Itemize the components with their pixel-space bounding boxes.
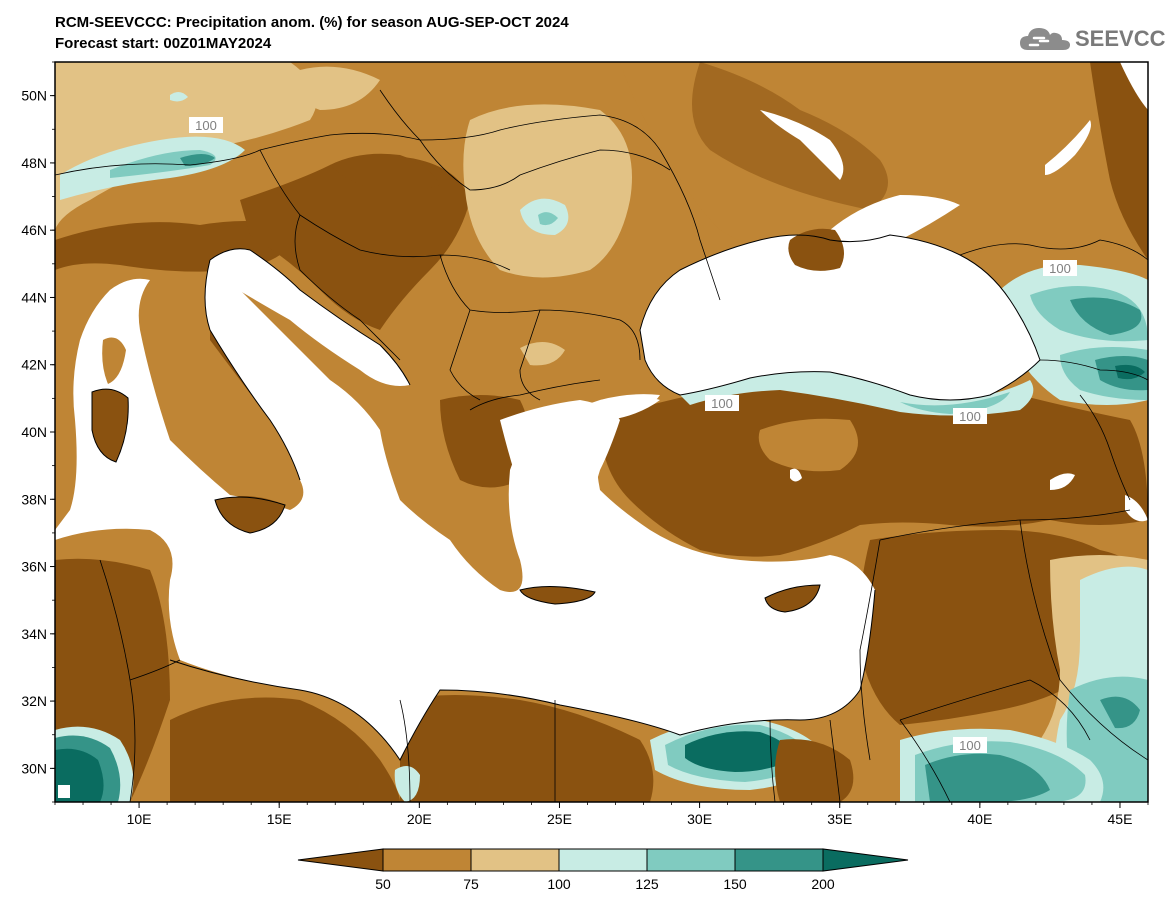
legend-swatch	[382, 848, 472, 872]
contour-label: 100	[711, 396, 733, 411]
longitude-axis: 10E 15E 20E 25E 30E 35E 40E 45E	[54, 802, 1149, 827]
legend-label: 150	[723, 876, 747, 892]
legend-swatch	[470, 848, 560, 872]
lon-label: 40E	[967, 811, 992, 827]
seevccc-logo: SEEVCCC	[1018, 24, 1165, 54]
contour-label: 100	[1049, 261, 1071, 276]
lon-label: 30E	[687, 811, 712, 827]
lat-label: 46N	[21, 222, 47, 238]
contour-label: 100	[959, 738, 981, 753]
legend-swatch	[646, 848, 736, 872]
sea-mask	[55, 62, 1148, 798]
lat-label: 34N	[21, 626, 47, 642]
legend-colorbar: 50 75 100 125 150 200	[297, 848, 909, 892]
contour-label: 100	[195, 118, 217, 133]
lat-label: 38N	[21, 491, 47, 507]
lat-label: 32N	[21, 693, 47, 709]
lon-label: 15E	[267, 811, 292, 827]
lon-label: 25E	[547, 811, 572, 827]
contour-label-box	[953, 737, 987, 753]
legend-swatch	[822, 848, 909, 872]
lon-label: 45E	[1108, 811, 1133, 827]
legend-label: 125	[635, 876, 659, 892]
legend-label: 100	[547, 876, 571, 892]
lon-label: 20E	[407, 811, 432, 827]
legend-label: 200	[811, 876, 835, 892]
contour-label-box	[1043, 260, 1077, 276]
contour-label-box	[189, 117, 223, 133]
legend-label: 75	[463, 876, 479, 892]
lat-label: 44N	[21, 289, 47, 305]
legend-label: 50	[375, 876, 391, 892]
legend-swatch	[558, 848, 648, 872]
lat-label: 48N	[21, 155, 47, 171]
contour-labels: 100 100 100 100 100	[189, 117, 1077, 753]
country-borders	[55, 89, 1148, 802]
legend-swatch	[734, 848, 824, 872]
lon-label: 35E	[827, 811, 852, 827]
coastlines	[91, 234, 1041, 761]
contour-label: 100	[959, 409, 981, 424]
lat-label: 50N	[21, 88, 47, 104]
lon-label: 10E	[127, 811, 152, 827]
cloud-icon	[1020, 28, 1070, 50]
contour-label-box	[953, 408, 987, 424]
forecast-start: Forecast start: 00Z01MAY2024	[55, 35, 272, 52]
lat-label: 36N	[21, 559, 47, 575]
contour-label-box	[705, 395, 739, 411]
latitude-axis: 50N 48N 46N 44N 42N 40N 38N 36N 34N 32N 30N	[21, 61, 55, 803]
legend-swatch	[297, 848, 384, 872]
lat-label: 42N	[21, 357, 47, 373]
lat-label: 30N	[21, 760, 47, 776]
lat-label: 40N	[21, 424, 47, 440]
map-title: RCM-SEEVCCC: Precipitation anom. (%) for…	[55, 14, 569, 31]
logo-text: SEEVCCC	[1075, 26, 1165, 51]
